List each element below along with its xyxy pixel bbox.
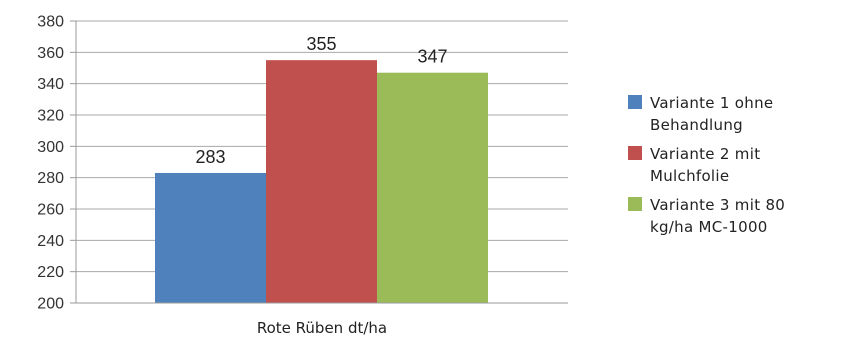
y-axis-ticks: 200 220 240 260 280 300 320 340 360 380 [37, 14, 76, 313]
legend-swatch [628, 197, 642, 211]
legend-item: Variante 3 mit 80 kg/ha MC-1000 [628, 194, 843, 238]
y-tick-label: 300 [37, 139, 64, 156]
y-tick-label: 260 [37, 202, 64, 219]
legend-item: Variante 1 ohne Behandlung [628, 92, 843, 136]
y-tick-label: 340 [37, 76, 64, 93]
y-tick-label: 360 [37, 45, 64, 62]
bar [266, 60, 377, 303]
legend-label: Variante 2 mit Mulchfolie [650, 145, 761, 185]
data-labels: 283 355 347 [195, 34, 447, 167]
legend-swatch [628, 95, 642, 109]
legend: Variante 1 ohne Behandlung Variante 2 mit… [628, 92, 843, 245]
legend-label: Variante 3 mit 80 kg/ha MC-1000 [650, 196, 786, 236]
y-tick-label: 240 [37, 233, 64, 250]
data-label: 355 [306, 34, 336, 54]
legend-label: Variante 1 ohne Behandlung [650, 94, 774, 134]
data-label: 283 [195, 147, 225, 167]
bar [377, 72, 488, 303]
y-tick-label: 380 [37, 14, 64, 31]
data-label: 347 [417, 47, 447, 67]
bar [155, 172, 266, 303]
bars [155, 60, 488, 303]
legend-item: Variante 2 mit Mulchfolie [628, 143, 843, 187]
legend-swatch [628, 146, 642, 160]
y-tick-label: 280 [37, 170, 64, 187]
y-tick-label: 220 [37, 264, 64, 281]
y-tick-label: 200 [37, 296, 64, 313]
x-category-label: Rote Rüben dt/ha [257, 319, 387, 337]
y-tick-label: 320 [37, 108, 64, 125]
